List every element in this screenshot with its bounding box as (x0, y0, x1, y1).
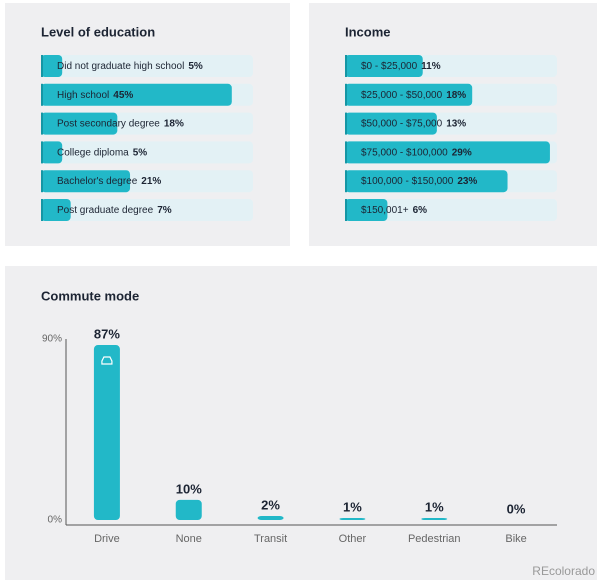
y-tick-label: 0% (48, 515, 63, 526)
bar (345, 83, 473, 106)
bar-edge (41, 199, 43, 221)
bar (41, 55, 63, 77)
bar (345, 199, 388, 221)
bar-label: Bachelor's degree 21% (57, 176, 161, 187)
chart-title: Level of education (41, 24, 155, 39)
category-label: High school (57, 89, 109, 100)
bar-edge (41, 170, 43, 193)
category-label: College diploma (57, 147, 129, 158)
car-icon (101, 356, 113, 365)
category-label: $100,000 - $150,000 (361, 176, 454, 187)
bar-edge (345, 141, 347, 164)
value-label: 21% (141, 176, 161, 187)
bar-label: $50,000 - $75,000 13% (361, 118, 466, 129)
bar-edge (345, 112, 347, 135)
bar (257, 515, 284, 520)
bar (41, 83, 232, 106)
value-label: 1% (425, 499, 444, 514)
bar (421, 517, 448, 520)
value-label: 11% (421, 61, 441, 72)
x-tick-label: Pedestrian (408, 533, 461, 545)
bar (93, 345, 120, 520)
bar-label: Post graduate degree 7% (57, 205, 172, 216)
value-label: 5% (188, 61, 203, 72)
value-label: 1% (343, 499, 362, 514)
bar-edge (41, 141, 43, 164)
bar-label: $0 - $25,000 11% (361, 61, 441, 72)
bar-edge (41, 83, 43, 106)
bar-label: $100,000 - $150,000 23% (361, 176, 477, 187)
bar (345, 112, 437, 135)
bar (41, 141, 63, 164)
y-tick-label: 90% (42, 334, 62, 345)
category-label: Did not graduate high school (57, 61, 184, 72)
value-label: 6% (413, 205, 428, 216)
bar-label: $75,000 - $100,000 29% (361, 147, 472, 158)
value-label: 18% (164, 118, 184, 129)
bar-label: High school 45% (57, 89, 133, 100)
value-label: 45% (113, 89, 133, 100)
category-label: Post graduate degree (57, 205, 154, 216)
bar-edge (41, 55, 43, 77)
chart-title: Commute mode (41, 288, 139, 303)
bar-edge (345, 55, 347, 77)
category-label: $50,000 - $75,000 (361, 118, 443, 129)
bar-edge (345, 199, 347, 221)
bar-label: $25,000 - $50,000 18% (361, 89, 466, 100)
category-label: $150,001+ (361, 205, 409, 216)
value-label: 87% (94, 326, 120, 341)
x-tick-label: Drive (94, 533, 120, 545)
x-tick-label: None (176, 533, 202, 545)
bar-label: Post secondary degree 18% (57, 118, 184, 129)
bar (345, 170, 508, 193)
bar-track (41, 141, 253, 164)
bar (345, 141, 550, 164)
value-label: 0% (507, 501, 526, 516)
value-label: 7% (157, 205, 172, 216)
category-label: Post secondary degree (57, 118, 160, 129)
bar-label: College diploma 5% (57, 147, 147, 158)
chart-title: Income (345, 24, 391, 39)
bar-label: Did not graduate high school 5% (57, 61, 203, 72)
bar (41, 199, 71, 221)
category-label: $0 - $25,000 (361, 61, 418, 72)
bar-track (41, 199, 253, 221)
bar-track (345, 199, 557, 221)
bar (41, 170, 131, 193)
category-label: Bachelor's degree (57, 176, 138, 187)
value-label: 23% (457, 176, 477, 187)
bar-label: $150,001+ 6% (361, 205, 427, 216)
bar-edge (41, 112, 43, 135)
value-label: 5% (133, 147, 148, 158)
value-label: 18% (446, 89, 466, 100)
value-label: 29% (452, 147, 472, 158)
bar-edge (345, 83, 347, 106)
bar (339, 517, 366, 520)
x-tick-label: Other (339, 533, 367, 545)
bar-track (41, 55, 253, 77)
bar (345, 55, 423, 77)
bar (41, 112, 118, 135)
value-label: 10% (176, 481, 202, 496)
bar (175, 499, 202, 520)
x-tick-label: Bike (505, 533, 526, 545)
category-label: $75,000 - $100,000 (361, 147, 448, 158)
value-label: 13% (446, 118, 466, 129)
bar-edge (345, 170, 347, 193)
x-tick-label: Transit (254, 533, 287, 545)
category-label: $25,000 - $50,000 (361, 89, 443, 100)
value-label: 2% (261, 497, 280, 512)
footer: REcolorado (532, 564, 595, 578)
